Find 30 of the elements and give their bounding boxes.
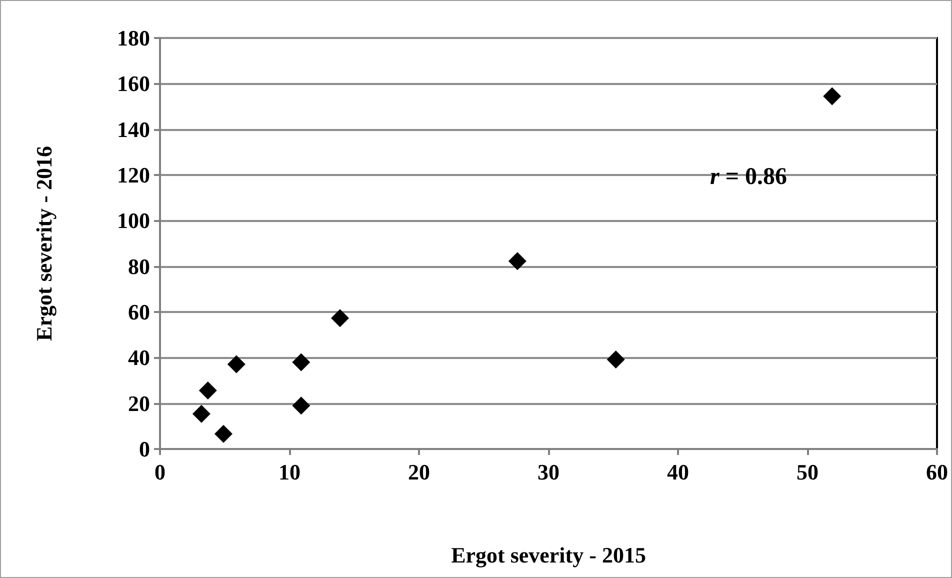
y-tick-label: 100 (117, 208, 150, 234)
y-tick-label: 20 (128, 390, 150, 416)
y-tick-label: 40 (128, 345, 150, 370)
point (606, 350, 625, 368)
y-tick-label: 120 (117, 162, 150, 188)
point (227, 355, 246, 374)
point (192, 404, 210, 423)
y-axis-title: Ergot severity - 2016 (32, 146, 56, 341)
point (292, 396, 310, 415)
x-tick-label: 50 (796, 460, 818, 484)
annotation: r = 0.86 (710, 164, 788, 190)
x-tick-label: 40 (667, 460, 689, 484)
x-tick-label: 20 (408, 460, 430, 484)
point (331, 309, 350, 328)
y-tick-label: 60 (128, 300, 150, 324)
point (292, 353, 310, 372)
y-tick-label: 180 (117, 26, 150, 50)
y-tick-label: 160 (117, 71, 150, 96)
point (823, 87, 842, 106)
x-tick-label: 30 (538, 460, 560, 484)
point (214, 424, 232, 443)
y-tick-label: 80 (128, 254, 150, 279)
y-tick-label: 0 (139, 436, 150, 462)
x-tick-label: 60 (926, 460, 948, 484)
x-tick-label: 10 (278, 460, 300, 484)
point (508, 252, 526, 270)
x-tick-label: 0 (154, 460, 166, 484)
point (198, 382, 217, 400)
y-tick-label: 140 (117, 116, 150, 142)
x-axis-title: Ergot severity - 2015 (451, 542, 646, 568)
